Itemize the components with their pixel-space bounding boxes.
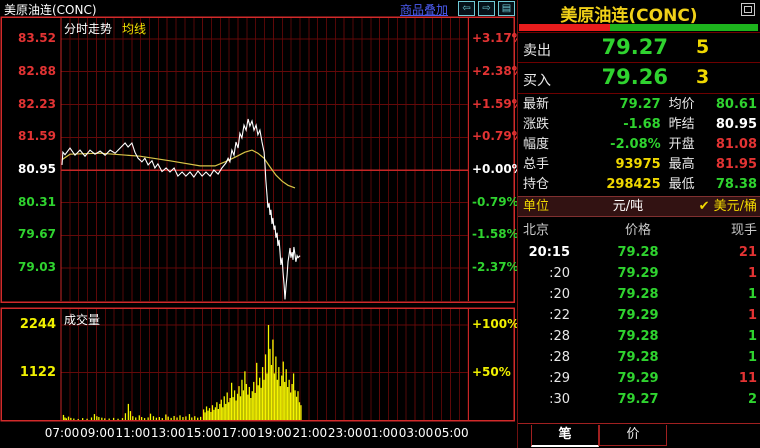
- stat-label: 最高: [668, 157, 695, 172]
- window-restore-icon[interactable]: [741, 3, 755, 16]
- bid-price: 79.26: [601, 65, 668, 89]
- stat-value: 298425: [606, 177, 661, 192]
- tick-volume: 11: [738, 371, 757, 386]
- tick-time: :20: [549, 266, 570, 281]
- symbol-title: 美原油连(CONC): [4, 3, 97, 17]
- tick-price: 79.28: [617, 350, 659, 365]
- tick-volume: 21: [738, 245, 757, 260]
- stat-row: 最新 79.27 均价 80.61: [518, 95, 760, 115]
- tick-price: 79.28: [617, 245, 659, 260]
- quote-stats-grid: 最新 79.27 均价 80.61 涨跌 -1.68 昨结 80.95 幅度 -2.08% 开盘 81…: [518, 95, 760, 195]
- volume-panel-label: 成交量: [64, 313, 101, 327]
- stat-value: 93975: [615, 157, 661, 172]
- tick-row: :29 79.29 11: [518, 368, 760, 389]
- stat-row: 幅度 -2.08% 开盘 81.08: [518, 135, 760, 155]
- unit-option-usd-barrel[interactable]: ✔ 美元/桶: [698, 199, 757, 214]
- tick-price: 79.29: [617, 266, 659, 281]
- next-arrow-icon[interactable]: ⇨: [478, 1, 495, 16]
- check-icon: ✔: [698, 199, 710, 214]
- ma-line-label: 均线: [122, 22, 147, 36]
- tick-header-price: 价格: [624, 223, 651, 238]
- tick-time: :22: [549, 308, 570, 323]
- ask-price: 79.27: [601, 35, 668, 59]
- tick-price: 79.28: [617, 329, 659, 344]
- tick-row: :20 79.29 1: [518, 263, 760, 284]
- bid-row: 买入 79.26 3: [518, 63, 760, 93]
- chart-mode-label: 分时走势: [64, 22, 113, 36]
- chart-region: 美原油连(CONC) 商品叠加 ⇦ ⇨ ▤ 分时走势 均线 成交量 83.52 8…: [0, 0, 524, 448]
- tick-row: 20:15 79.28 21: [518, 242, 760, 263]
- tick-list-header: 北京 价格 现手: [518, 221, 760, 241]
- stat-row: 总手 93975 最高 81.95: [518, 155, 760, 175]
- stat-label: 持仓: [523, 177, 550, 192]
- tab-by-price[interactable]: 价: [599, 425, 667, 446]
- stat-label: 最新: [523, 97, 550, 112]
- tick-time: :29: [549, 371, 570, 386]
- chart-titlebar: 美原油连(CONC) 商品叠加 ⇦ ⇨ ▤: [0, 0, 516, 17]
- tick-volume: 2: [747, 392, 757, 407]
- stat-label: 幅度: [523, 137, 550, 152]
- tick-time: :28: [549, 350, 570, 365]
- tick-header-time: 北京: [523, 223, 550, 238]
- ask-row: 卖出 79.27 5: [518, 33, 760, 63]
- tick-volume: 1: [747, 350, 757, 365]
- tick-row: :30 79.27 2: [518, 389, 760, 410]
- stat-value: -2.08%: [610, 137, 661, 152]
- stat-value: 78.38: [715, 177, 757, 192]
- tick-row: :20 79.28 1: [518, 284, 760, 305]
- tick-time: :28: [549, 329, 570, 344]
- quote-panel: 美原油连(CONC) 卖出 79.27 5 买入 79.26 3 最新 79.27…: [517, 0, 760, 448]
- stat-value: 80.95: [715, 117, 757, 132]
- stat-label: 开盘: [668, 137, 695, 152]
- chart-nav-icons: ⇦ ⇨ ▤: [458, 1, 515, 16]
- stat-value: 81.08: [715, 137, 757, 152]
- bid-qty: 3: [696, 66, 710, 88]
- stat-value: 79.27: [619, 97, 661, 112]
- tick-price: 79.28: [617, 287, 659, 302]
- tick-header-vol: 现手: [730, 223, 757, 238]
- tick-volume: 1: [747, 287, 757, 302]
- tick-price: 79.27: [617, 392, 659, 407]
- stat-value: 80.61: [715, 97, 757, 112]
- tick-price: 79.29: [617, 308, 659, 323]
- stat-label: 最低: [668, 177, 695, 192]
- overlay-compare-link[interactable]: 商品叠加: [400, 3, 449, 17]
- prev-arrow-icon[interactable]: ⇦: [458, 1, 475, 16]
- stat-row: 涨跌 -1.68 昨结 80.95: [518, 115, 760, 135]
- buy-sell-strength-bar: [519, 24, 758, 31]
- tick-row: :22 79.29 1: [518, 305, 760, 326]
- tick-list: 20:15 79.28 21:20 79.29 1:20 79.28 1:22 79.29 1:…: [518, 242, 760, 410]
- unit-selector-row: 单位 元/吨 ✔ 美元/桶: [518, 196, 760, 217]
- tick-volume: 1: [747, 329, 757, 344]
- sell-strength-segment: [519, 24, 610, 31]
- tick-volume: 1: [747, 266, 757, 281]
- stat-row: 持仓 298425 最低 78.38: [518, 175, 760, 195]
- ask-label: 卖出: [523, 43, 551, 59]
- tick-time: :30: [549, 392, 570, 407]
- split-layout-icon[interactable]: ▤: [498, 1, 515, 16]
- quote-symbol-title: 美原油连(CONC): [560, 6, 698, 26]
- tick-price: 79.29: [617, 371, 659, 386]
- bid-label: 买入: [523, 73, 551, 89]
- stat-label: 均价: [668, 97, 695, 112]
- tick-row: :28 79.28 1: [518, 347, 760, 368]
- tick-row: :28 79.28 1: [518, 326, 760, 347]
- bottom-tabs: 笔 价: [518, 423, 760, 448]
- ask-qty: 5: [696, 36, 710, 58]
- stat-value: 81.95: [715, 157, 757, 172]
- tick-time: :20: [549, 287, 570, 302]
- tick-volume: 1: [747, 308, 757, 323]
- tab-by-trade[interactable]: 笔: [531, 425, 599, 447]
- intraday-chart-plot[interactable]: [0, 0, 516, 448]
- stat-label: 涨跌: [523, 117, 550, 132]
- stat-value: -1.68: [623, 117, 661, 132]
- unit-option-yuan-ton[interactable]: 元/吨: [612, 199, 644, 214]
- stat-label: 昨结: [668, 117, 695, 132]
- tick-time: 20:15: [528, 245, 570, 260]
- unit-label: 单位: [523, 199, 550, 214]
- buy-strength-segment: [609, 24, 758, 31]
- stat-label: 总手: [523, 157, 550, 172]
